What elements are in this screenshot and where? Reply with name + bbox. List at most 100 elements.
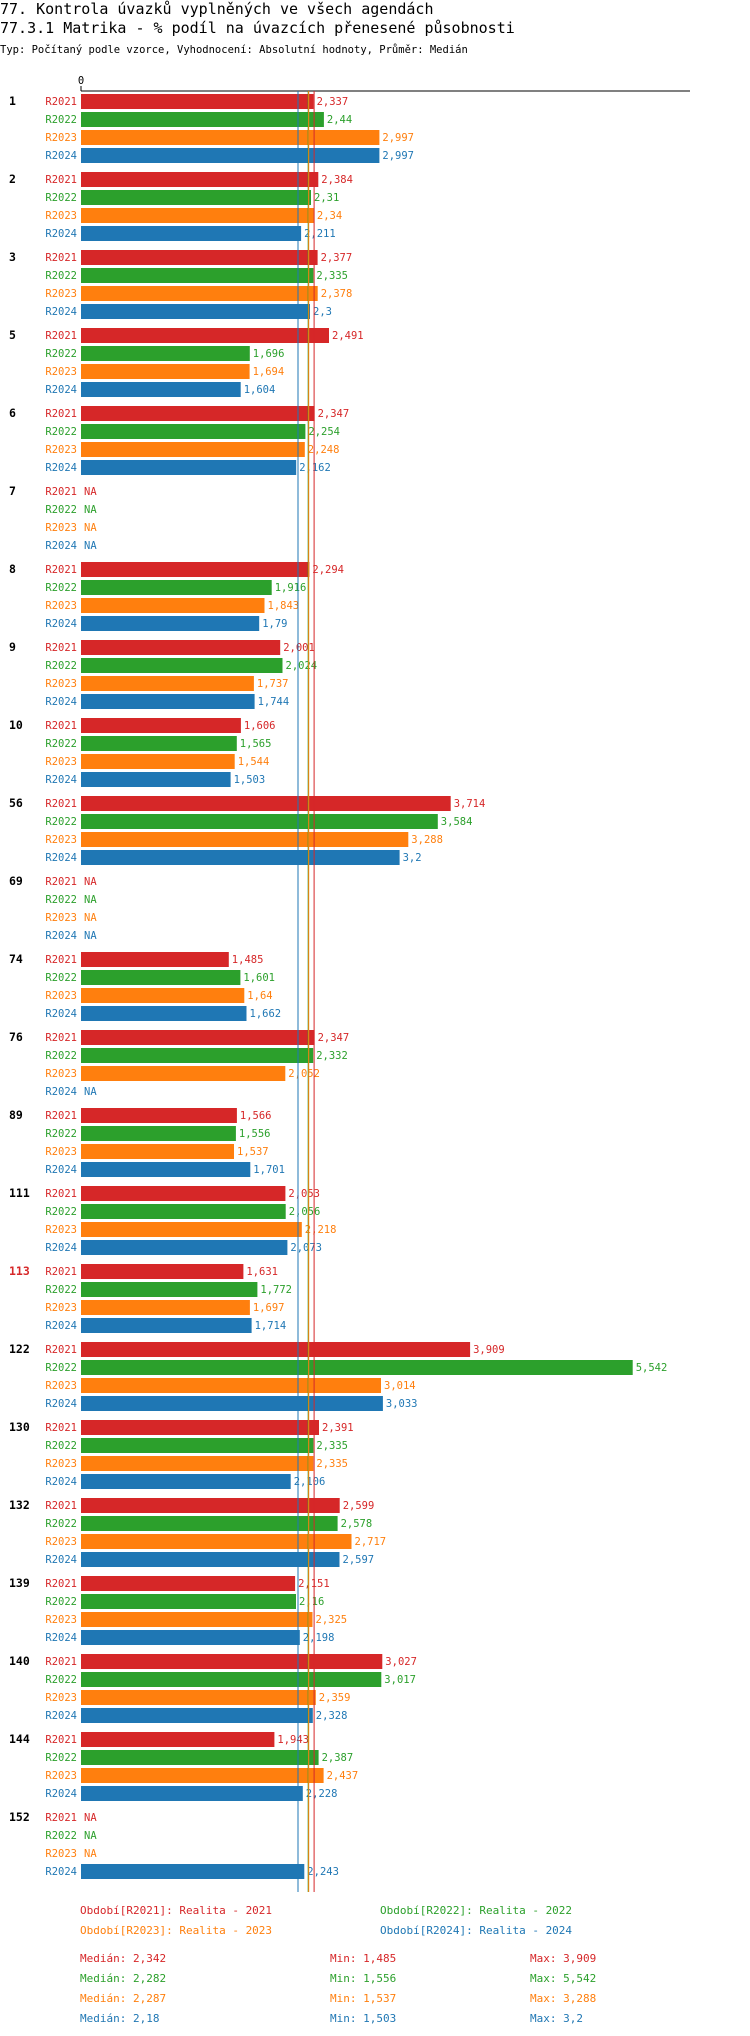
- bar-122-r2024: [81, 1396, 383, 1411]
- series-label-r2021: R2021: [45, 1188, 77, 1200]
- bar-8-r2024: [81, 616, 260, 631]
- bar-3-r2023: [81, 286, 318, 301]
- data-label: 1,694: [253, 366, 285, 378]
- data-label: 2,243: [307, 1866, 339, 1878]
- data-label: 1,714: [255, 1320, 287, 1332]
- series-label-r2024: R2024: [45, 1554, 77, 1566]
- stat-median: Medián: 2,287: [80, 1992, 167, 2005]
- x-axis-tick-label: 0: [78, 75, 84, 87]
- bar-9-r2021: [81, 640, 281, 655]
- series-label-r2024: R2024: [45, 1866, 77, 1878]
- series-label-r2022: R2022: [45, 1752, 77, 1764]
- series-label-r2023: R2023: [45, 1536, 77, 1548]
- bar-113-r2024: [81, 1318, 252, 1333]
- series-label-r2023: R2023: [45, 210, 77, 222]
- series-label-r2024: R2024: [45, 384, 77, 396]
- data-label: 1,701: [253, 1164, 285, 1176]
- na-label: NA: [84, 522, 97, 534]
- bar-122-r2022: [81, 1360, 633, 1375]
- group-label: 139: [9, 1576, 30, 1590]
- stat-max: Max: 3,288: [530, 1992, 597, 2005]
- data-label: 2,16: [299, 1596, 324, 1608]
- bar-130-r2024: [81, 1474, 291, 1489]
- legend-entry-r2023: Období[R2023]: Realita - 2023: [80, 1924, 273, 1937]
- bar-8-r2023: [81, 598, 265, 613]
- bar-3-r2021: [81, 250, 318, 265]
- bar-1-r2022: [81, 112, 324, 127]
- bar-56-r2023: [81, 832, 409, 847]
- series-label-r2024: R2024: [45, 1320, 77, 1332]
- data-label: 3,909: [473, 1344, 505, 1356]
- series-label-r2022: R2022: [45, 894, 77, 906]
- series-label-r2021: R2021: [45, 1500, 77, 1512]
- bar-89-r2022: [81, 1126, 236, 1141]
- data-label: 1,916: [275, 582, 307, 594]
- bar-89-r2024: [81, 1162, 251, 1177]
- data-label: 2,997: [382, 132, 414, 144]
- bar-56-r2024: [81, 850, 400, 865]
- stat-median: Medián: 2,342: [80, 1952, 167, 1965]
- data-label: 3,714: [454, 798, 486, 810]
- bar-8-r2022: [81, 580, 272, 595]
- data-label: 3,2: [403, 852, 422, 864]
- series-label-r2022: R2022: [45, 816, 77, 828]
- na-label: NA: [84, 1830, 97, 1842]
- bar-5-r2022: [81, 346, 250, 361]
- bar-3-r2024: [81, 304, 310, 319]
- data-label: 2,578: [341, 1518, 373, 1530]
- series-label-r2022: R2022: [45, 660, 77, 672]
- data-label: 2,384: [321, 174, 353, 186]
- data-label: 2,347: [318, 408, 350, 420]
- series-label-r2021: R2021: [45, 1032, 77, 1044]
- data-label: 3,014: [384, 1380, 416, 1392]
- series-label-r2021: R2021: [45, 642, 77, 654]
- series-label-r2024: R2024: [45, 1398, 77, 1410]
- data-label: 1,697: [253, 1302, 285, 1314]
- bar-5-r2023: [81, 364, 250, 379]
- series-label-r2024: R2024: [45, 852, 77, 864]
- series-label-r2024: R2024: [45, 150, 77, 162]
- series-label-r2022: R2022: [45, 1206, 77, 1218]
- bar-10-r2024: [81, 772, 231, 787]
- series-label-r2021: R2021: [45, 486, 77, 498]
- data-label: 1,631: [246, 1266, 278, 1278]
- series-label-r2023: R2023: [45, 1068, 77, 1080]
- data-label: 1,744: [258, 696, 290, 708]
- series-label-r2023: R2023: [45, 1380, 77, 1392]
- bar-6-r2021: [81, 406, 315, 421]
- data-label: 2,106: [294, 1476, 326, 1488]
- series-label-r2021: R2021: [45, 174, 77, 186]
- data-label: 2,053: [288, 1188, 320, 1200]
- series-label-r2021: R2021: [45, 876, 77, 888]
- series-label-r2023: R2023: [45, 1458, 77, 1470]
- bar-89-r2023: [81, 1144, 234, 1159]
- bar-111-r2021: [81, 1186, 286, 1201]
- bar-140-r2021: [81, 1654, 383, 1669]
- series-label-r2021: R2021: [45, 720, 77, 732]
- na-label: NA: [84, 930, 97, 942]
- bar-132-r2022: [81, 1516, 338, 1531]
- na-label: NA: [84, 1848, 97, 1860]
- series-label-r2024: R2024: [45, 1086, 77, 1098]
- group-label: 122: [9, 1342, 30, 1356]
- group-label: 113: [9, 1264, 30, 1278]
- na-label: NA: [84, 1086, 97, 1098]
- bar-2-r2022: [81, 190, 311, 205]
- bar-2-r2021: [81, 172, 319, 187]
- series-label-r2021: R2021: [45, 1266, 77, 1278]
- series-label-r2024: R2024: [45, 1008, 77, 1020]
- group-label: 56: [9, 796, 23, 810]
- data-label: 2,024: [286, 660, 318, 672]
- bar-10-r2022: [81, 736, 237, 751]
- series-label-r2021: R2021: [45, 1656, 77, 1668]
- series-label-r2023: R2023: [45, 522, 77, 534]
- data-label: 1,737: [257, 678, 289, 690]
- data-label: 1,503: [234, 774, 266, 786]
- series-label-r2022: R2022: [45, 1128, 77, 1140]
- data-label: 2,073: [290, 1242, 322, 1254]
- data-label: 1,485: [232, 954, 264, 966]
- stat-min: Min: 1,556: [330, 1972, 397, 1985]
- bar-139-r2023: [81, 1612, 313, 1627]
- data-label: 2,325: [316, 1614, 348, 1626]
- group-label: 3: [9, 250, 16, 264]
